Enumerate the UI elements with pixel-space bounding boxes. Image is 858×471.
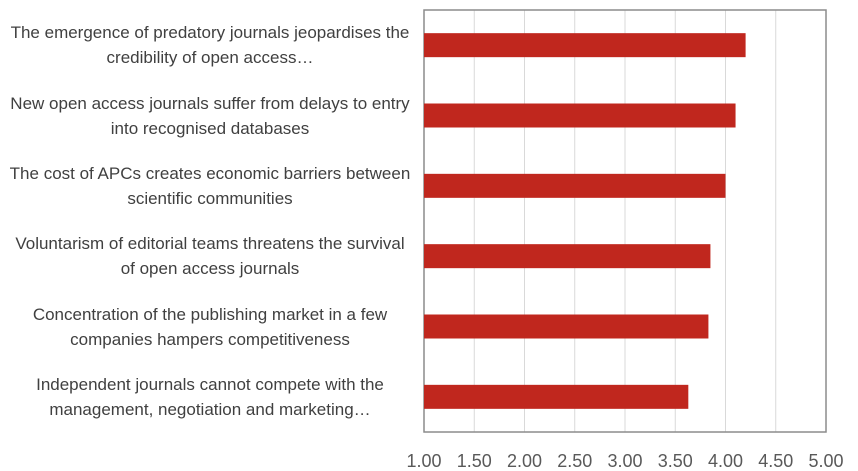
- bar: [424, 103, 736, 128]
- x-tick-label: 1.00: [406, 451, 441, 471]
- bar: [424, 314, 709, 339]
- category-label: The emergence of predatory journals jeop…: [10, 23, 410, 68]
- category-label: Independent journals cannot compete with…: [36, 374, 384, 419]
- category-label: Voluntarism of editorial teams threatens…: [15, 234, 405, 279]
- x-tick-label: 2.00: [507, 451, 542, 471]
- x-tick-label: 2.50: [557, 451, 592, 471]
- bar: [424, 244, 711, 269]
- x-tick-label: 1.50: [457, 451, 492, 471]
- category-label: Concentration of the publishing market i…: [32, 304, 388, 349]
- bar: [424, 33, 746, 58]
- bar: [424, 384, 689, 409]
- category-label: The cost of APCs creates economic barrie…: [9, 163, 411, 208]
- bar: [424, 173, 726, 198]
- x-tick-label: 5.00: [808, 451, 843, 471]
- x-tick-label: 4.50: [758, 451, 793, 471]
- x-tick-label: 4.00: [708, 451, 743, 471]
- x-tick-label: 3.50: [658, 451, 693, 471]
- x-tick-label: 3.00: [607, 451, 642, 471]
- category-label: New open access journals suffer from del…: [10, 93, 410, 138]
- plot-frame: [423, 9, 827, 433]
